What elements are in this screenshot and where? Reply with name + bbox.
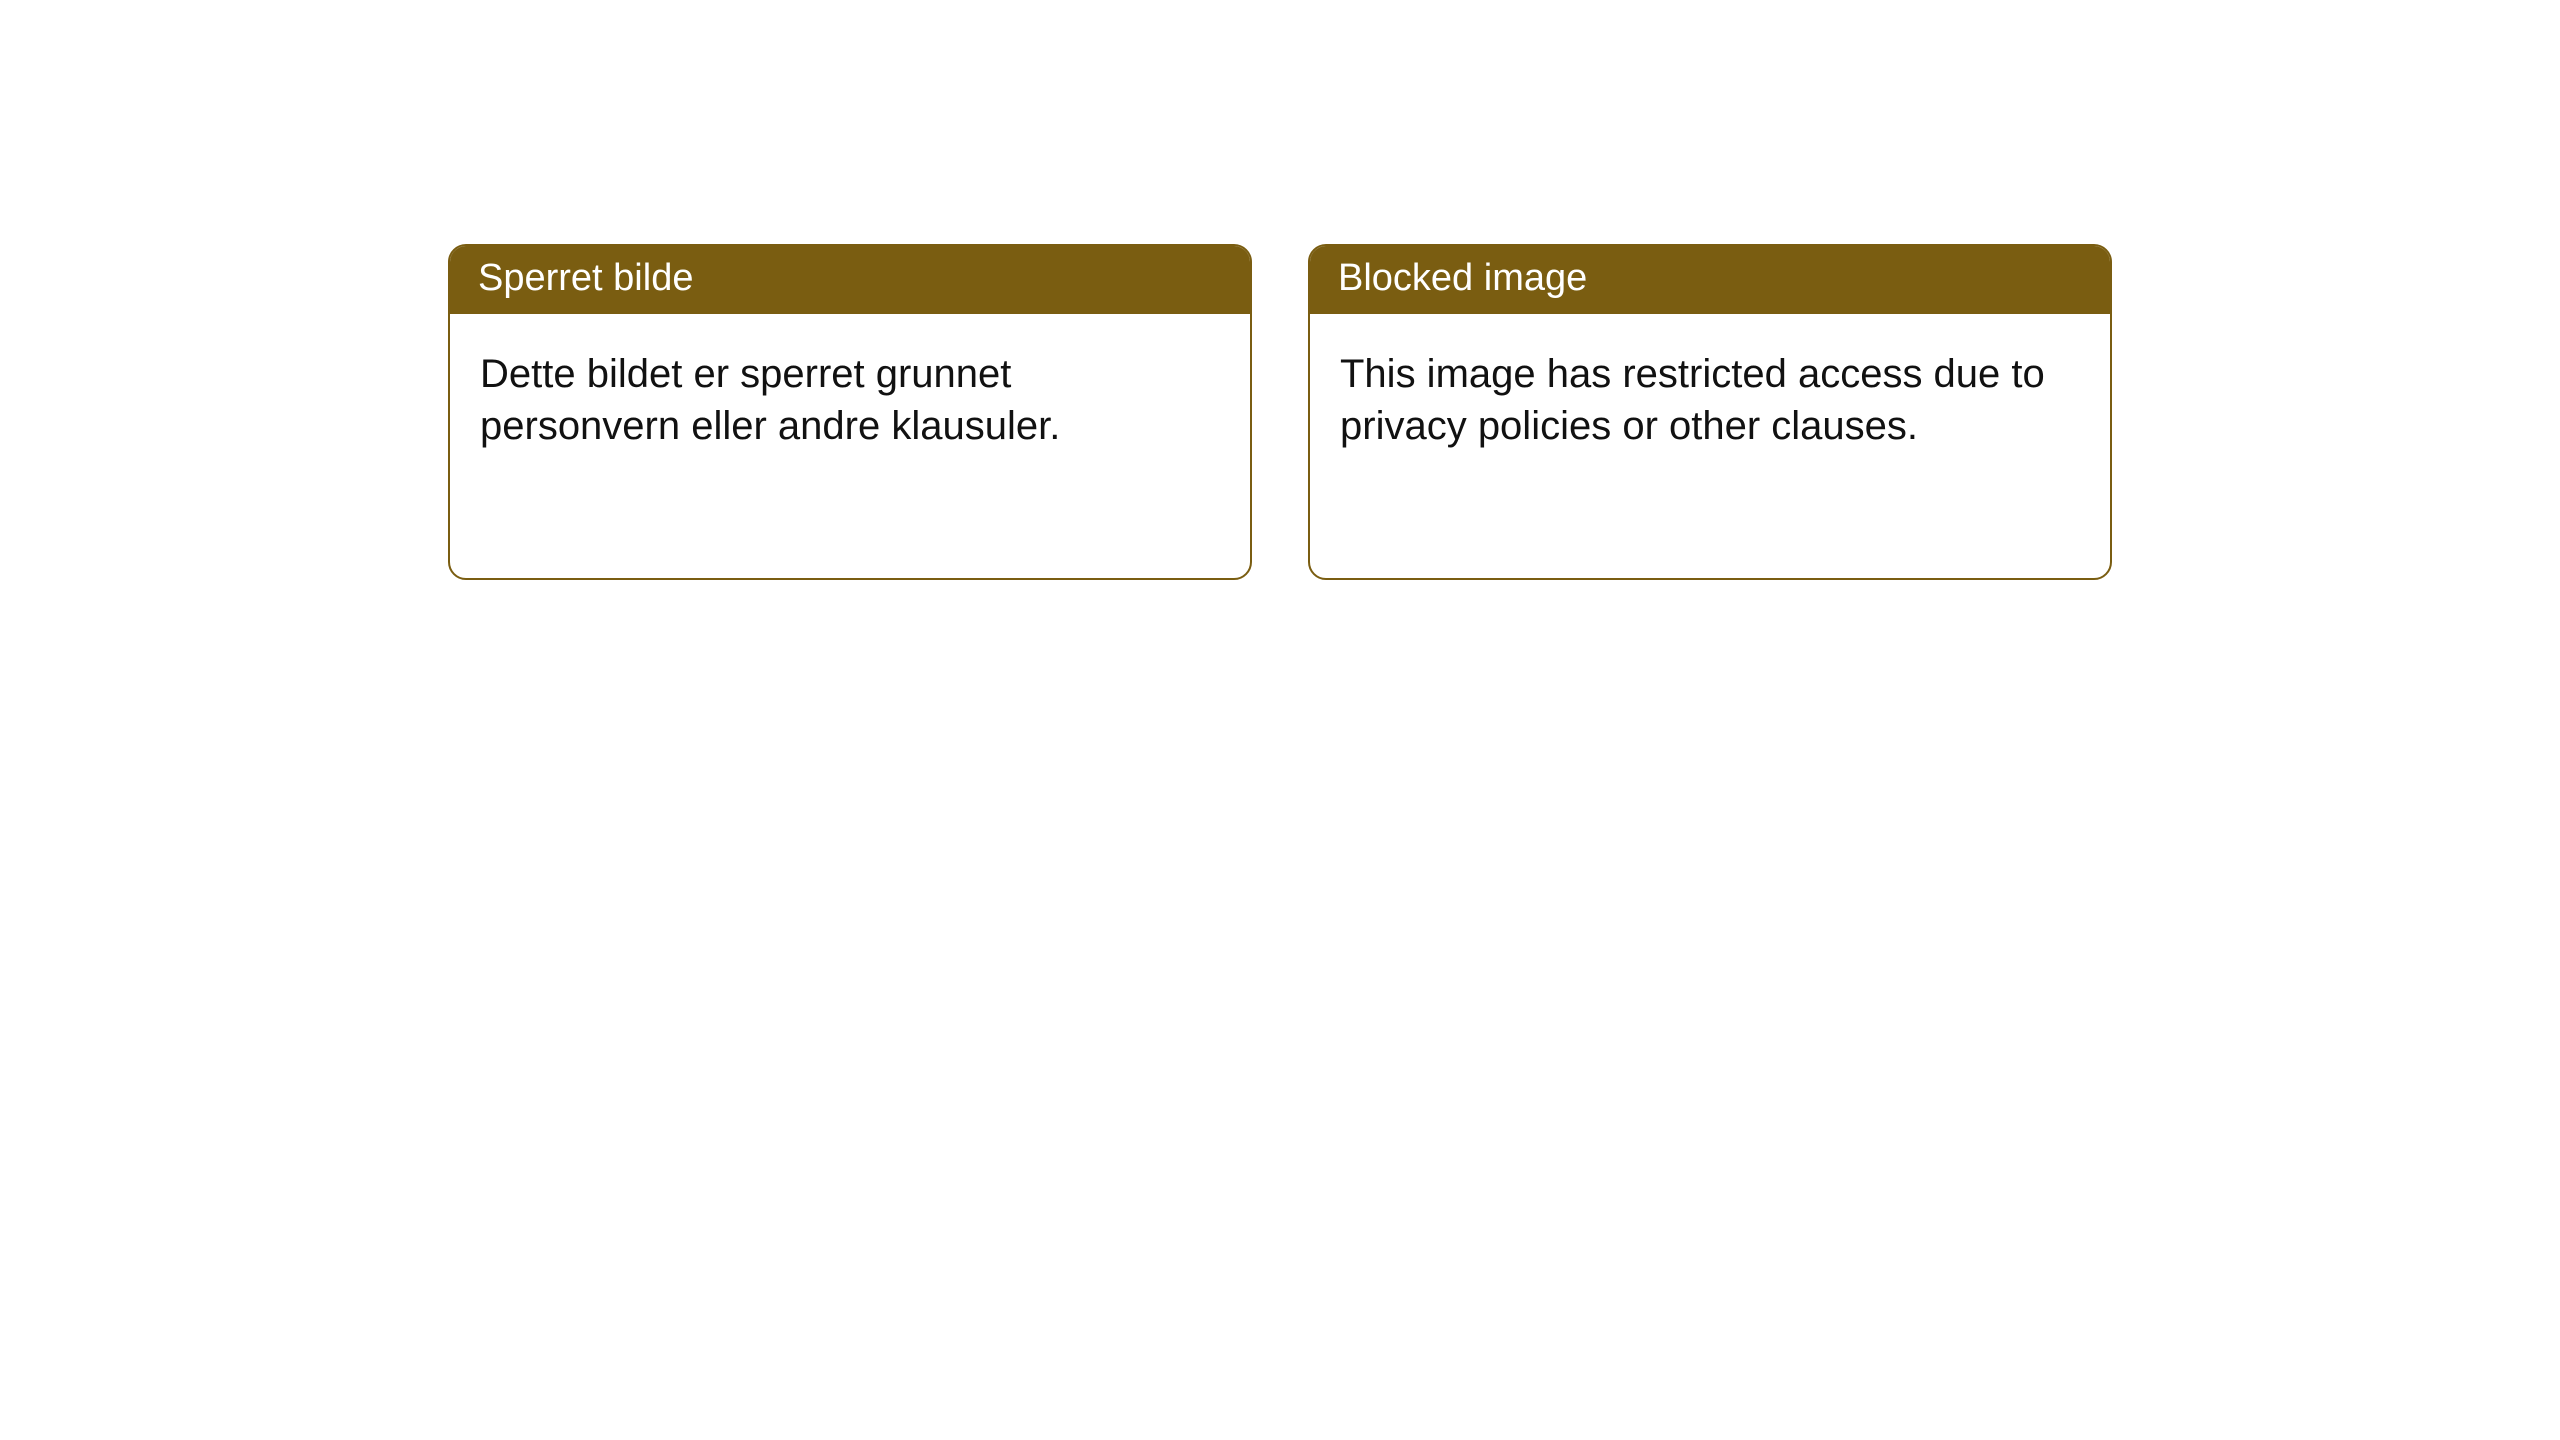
blocked-image-card-en: Blocked image This image has restricted … [1308,244,2112,580]
blocked-image-card-no: Sperret bilde Dette bildet er sperret gr… [448,244,1252,580]
notice-container: Sperret bilde Dette bildet er sperret gr… [0,0,2560,580]
card-header-en: Blocked image [1310,246,2110,314]
card-body-no: Dette bildet er sperret grunnet personve… [450,314,1250,484]
card-header-no: Sperret bilde [450,246,1250,314]
card-body-en: This image has restricted access due to … [1310,314,2110,484]
